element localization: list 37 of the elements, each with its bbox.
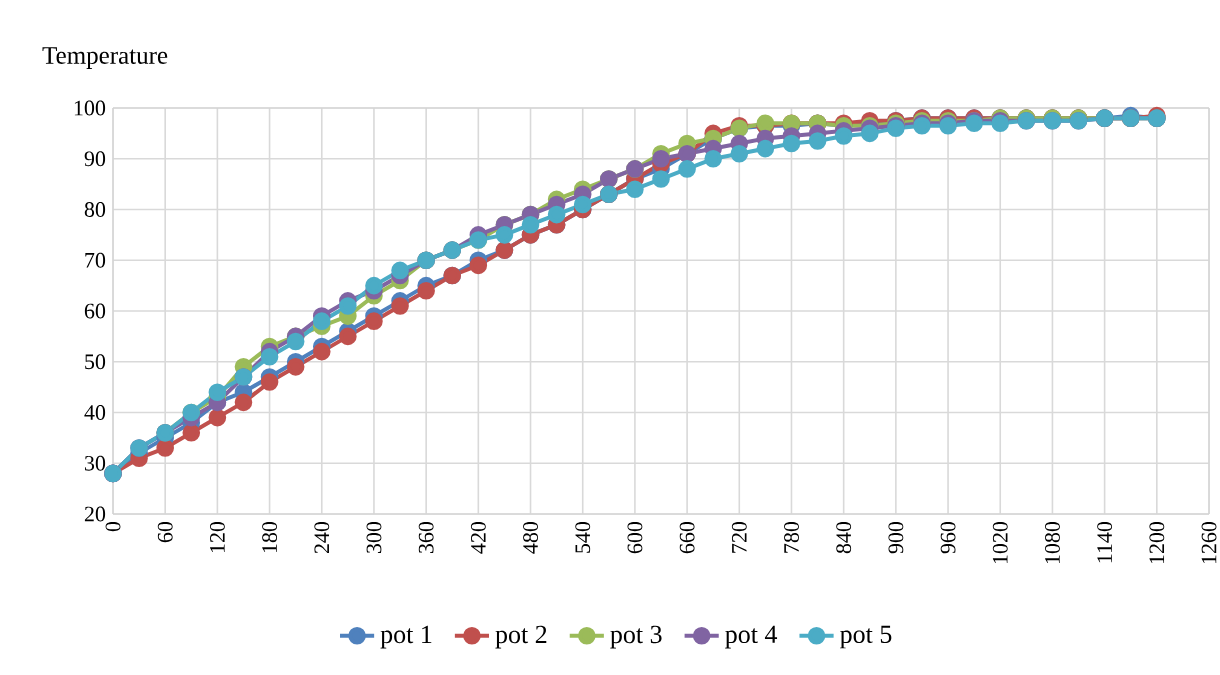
y-tick-label: 30 (85, 455, 106, 471)
x-tick-label: 840 (836, 521, 852, 554)
x-tick-label: 120 (209, 521, 225, 553)
x-tick-label: 1140 (1097, 521, 1113, 563)
legend-label: pot 4 (725, 625, 778, 649)
y-axis-title: Temperature (42, 47, 168, 69)
x-tick-label: 480 (523, 521, 538, 554)
x-tick-label: 240 (314, 521, 330, 554)
x-tick-label: 540 (575, 521, 591, 553)
x-tick-label: 1080 (1045, 521, 1060, 564)
x-tick-label: 420 (470, 521, 486, 554)
x-tick-label: 960 (940, 521, 956, 554)
x-tick-label: 300 (366, 521, 382, 553)
x-tick-label: 1260 (1201, 521, 1217, 564)
x-tick-label: 780 (784, 521, 799, 553)
y-tick-label: 100 (74, 100, 106, 116)
x-tick-label: 60 (157, 521, 173, 543)
x-tick-label: 900 (888, 521, 904, 554)
y-tick-label: 40 (84, 405, 106, 420)
y-tick-label: 50 (85, 354, 106, 370)
x-tick-label: 660 (679, 521, 695, 554)
x-tick-label: 0 (105, 521, 121, 532)
y-tick-label: 90 (84, 151, 106, 167)
x-tick-label: 360 (418, 521, 434, 553)
y-tick-label: 80 (84, 202, 106, 217)
x-tick-label: 720 (731, 521, 747, 553)
y-tick-label: 20 (84, 506, 106, 522)
y-tick-label: 60 (84, 303, 106, 319)
x-tick-label: 600 (627, 521, 643, 554)
legend-label: pot 3 (610, 625, 662, 649)
y-tick-label: 70 (85, 252, 106, 268)
legend-label: pot 5 (840, 625, 892, 649)
legend-label: pot 1 (380, 625, 432, 649)
legend-label: pot 2 (495, 625, 547, 649)
x-tick-label: 1020 (992, 521, 1008, 564)
x-tick-label: 180 (262, 521, 277, 553)
x-tick-label: 1200 (1149, 521, 1165, 564)
